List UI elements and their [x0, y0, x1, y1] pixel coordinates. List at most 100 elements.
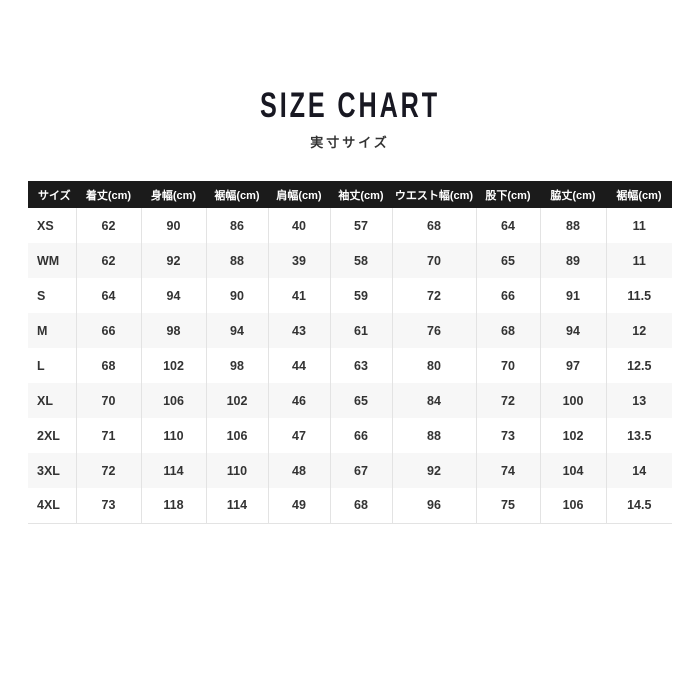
measurement-cell: 73: [75, 488, 141, 523]
table-row: 2XL 71 110 106 47 66 88 73 102 13.5: [28, 418, 672, 453]
measurement-cell: 102: [205, 383, 268, 418]
measurement-cell: 70: [391, 243, 476, 278]
measurement-cell: 106: [205, 418, 268, 453]
table-row: WM 62 92 88 39 58 70 65 89 11: [28, 243, 672, 278]
measurement-cell: 80: [391, 348, 476, 383]
measurement-cell: 40: [267, 208, 330, 243]
table-row: XL 70 106 102 46 65 84 72 100 13: [28, 383, 672, 418]
size-label-cell: 2XL: [37, 428, 60, 443]
measurement-cell: 71: [75, 418, 141, 453]
measurement-cell: 39: [267, 243, 330, 278]
measurement-cell: 88: [391, 418, 476, 453]
size-label-cell: XS: [37, 218, 54, 233]
measurement-cell: 61: [329, 313, 392, 348]
measurement-cell: 66: [75, 313, 141, 348]
measurement-cell: 59: [329, 278, 392, 313]
measurement-cell: 96: [391, 488, 476, 523]
measurement-cell: 66: [329, 418, 392, 453]
measurement-cell: 65: [329, 383, 392, 418]
measurement-cell: 118: [140, 488, 206, 523]
measurement-cell: 110: [140, 418, 206, 453]
measurement-cell: 62: [75, 243, 141, 278]
table-row: 3XL 72 114 110 48 67 92 74 104 14: [28, 453, 672, 488]
table-header-row: サイズ 着丈(cm) 身幅(cm) 裾幅(cm) 肩幅(cm) 袖丈(cm) ウエスト幅(c…: [28, 181, 672, 208]
measurement-cell: 74: [475, 453, 540, 488]
measurement-cell: 64: [475, 208, 540, 243]
size-chart-table-container: サイズ 着丈(cm) 身幅(cm) 裾幅(cm) 肩幅(cm) 袖丈(cm) ウエスト幅(c…: [28, 181, 672, 524]
measurement-cell: 102: [140, 348, 206, 383]
table-row: S 64 94 90 41 59 72 66 91 11.5: [28, 278, 672, 313]
measurement-cell: 102: [539, 418, 606, 453]
page-subtitle: 実寸サイズ: [310, 135, 390, 150]
table-row: XS 62 90 86 40 57 68 64 88 11: [28, 208, 672, 243]
measurement-cell: 114: [140, 453, 206, 488]
measurement-cell: 100: [539, 383, 606, 418]
size-chart-table: サイズ 着丈(cm) 身幅(cm) 裾幅(cm) 肩幅(cm) 袖丈(cm) ウエスト幅(c…: [28, 181, 672, 524]
measurement-cell: 63: [329, 348, 392, 383]
measurement-cell: 14.5: [605, 488, 672, 523]
measurement-cell: 70: [75, 383, 141, 418]
measurement-cell: 46: [267, 383, 330, 418]
size-label-cell: 3XL: [37, 463, 60, 478]
measurement-cell: 76: [391, 313, 476, 348]
table-row: L 68 102 98 44 63 80 70 97 12.5: [28, 348, 672, 383]
column-header-9: 脇丈(cm): [540, 181, 606, 208]
column-header-10: 裾幅(cm): [606, 181, 672, 208]
measurement-cell: 90: [205, 278, 268, 313]
measurement-cell: 57: [329, 208, 392, 243]
measurement-cell: 58: [329, 243, 392, 278]
measurement-cell: 88: [539, 208, 606, 243]
measurement-cell: 68: [475, 313, 540, 348]
table-row: M 66 98 94 43 61 76 68 94 12: [28, 313, 672, 348]
measurement-cell: 11: [605, 243, 672, 278]
measurement-cell: 75: [475, 488, 540, 523]
measurement-cell: 106: [539, 488, 606, 523]
column-header-2: 着丈(cm): [76, 181, 141, 208]
measurement-cell: 13.5: [605, 418, 672, 453]
measurement-cell: 12.5: [605, 348, 672, 383]
size-label-cell: 4XL: [37, 498, 60, 513]
measurement-cell: 48: [267, 453, 330, 488]
measurement-cell: 90: [140, 208, 206, 243]
measurement-cell: 65: [475, 243, 540, 278]
table-row: 4XL 73 118 114 49 68 96 75 106 14.5: [28, 488, 672, 523]
column-header-6: 袖丈(cm): [330, 181, 392, 208]
table-body: XS 62 90 86 40 57 68 64 88 11 WM 62 92 88 39 58 70 65 89 11…: [28, 208, 672, 523]
measurement-cell: 49: [267, 488, 330, 523]
measurement-cell: 94: [140, 278, 206, 313]
measurement-cell: 67: [329, 453, 392, 488]
measurement-cell: 84: [391, 383, 476, 418]
measurement-cell: 92: [391, 453, 476, 488]
measurement-cell: 47: [267, 418, 330, 453]
measurement-cell: 43: [267, 313, 330, 348]
measurement-cell: 72: [391, 278, 476, 313]
measurement-cell: 13: [605, 383, 672, 418]
measurement-cell: 98: [140, 313, 206, 348]
measurement-cell: 110: [205, 453, 268, 488]
measurement-cell: 68: [329, 488, 392, 523]
measurement-cell: 66: [475, 278, 540, 313]
column-header-8: 股下(cm): [476, 181, 540, 208]
measurement-cell: 104: [539, 453, 606, 488]
measurement-cell: 68: [75, 348, 141, 383]
measurement-cell: 11.5: [605, 278, 672, 313]
measurement-cell: 94: [539, 313, 606, 348]
measurement-cell: 86: [205, 208, 268, 243]
size-label-cell: L: [37, 358, 45, 373]
measurement-cell: 73: [475, 418, 540, 453]
measurement-cell: 89: [539, 243, 606, 278]
page-title: SIZE CHART: [0, 86, 700, 126]
measurement-cell: 106: [140, 383, 206, 418]
column-header-4: 裾幅(cm): [206, 181, 268, 208]
measurement-cell: 70: [475, 348, 540, 383]
measurement-cell: 72: [475, 383, 540, 418]
measurement-cell: 72: [75, 453, 141, 488]
size-label-cell: S: [37, 288, 46, 303]
page-title-text: SIZE CHART: [260, 86, 440, 125]
measurement-cell: 91: [539, 278, 606, 313]
size-label-cell: XL: [37, 393, 53, 408]
column-header-1: サイズ: [28, 181, 76, 208]
measurement-cell: 97: [539, 348, 606, 383]
column-header-3: 身幅(cm): [141, 181, 206, 208]
measurement-cell: 114: [205, 488, 268, 523]
